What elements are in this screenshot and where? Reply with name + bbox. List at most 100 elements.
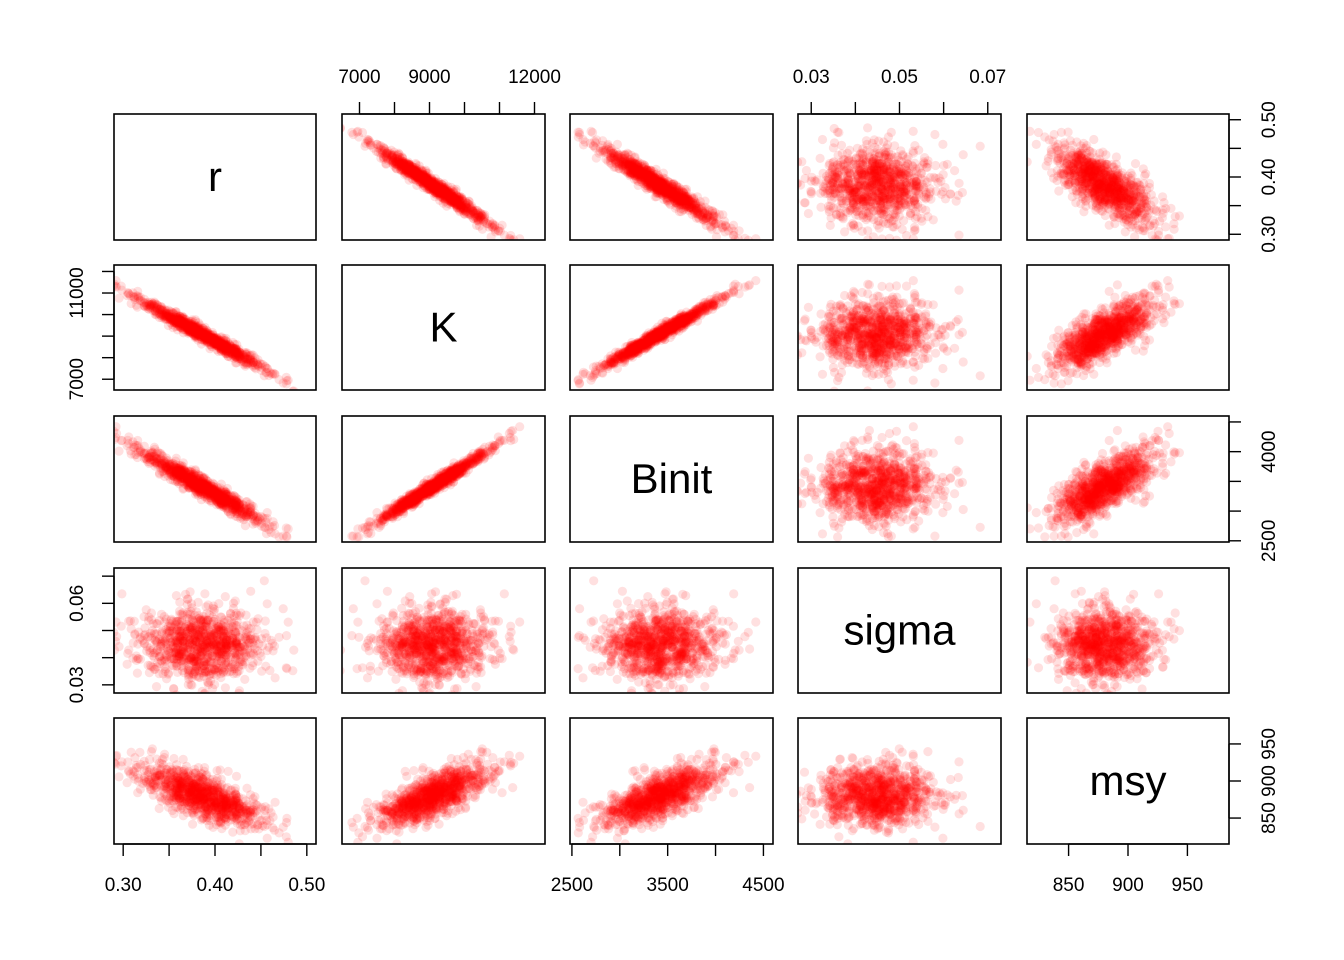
data-point [608, 148, 618, 158]
data-point [855, 166, 865, 176]
data-point [680, 195, 690, 205]
data-point [678, 205, 689, 215]
data-point [1104, 179, 1114, 189]
data-point [711, 218, 721, 229]
data-point [376, 153, 386, 163]
data-point [425, 178, 435, 188]
data-point [436, 192, 446, 202]
data-point [412, 168, 422, 178]
data-point [672, 192, 682, 202]
data-point [427, 176, 437, 186]
data-point [504, 233, 514, 240]
data-point [707, 206, 718, 216]
data-point [810, 176, 820, 186]
data-point [434, 187, 444, 197]
data-point [1113, 178, 1123, 188]
data-point [595, 146, 605, 156]
data-point [1108, 180, 1118, 190]
data-point [863, 171, 874, 181]
data-point [447, 192, 457, 202]
data-point [879, 185, 889, 195]
data-point [414, 170, 424, 180]
data-point [1109, 212, 1119, 222]
data-point [863, 166, 874, 176]
data-point [187, 323, 197, 333]
data-point [650, 173, 660, 183]
data-point [877, 168, 887, 179]
data-point [1078, 189, 1088, 199]
data-point [639, 161, 649, 172]
data-point [872, 165, 882, 175]
data-point [673, 188, 683, 198]
data-point [891, 186, 901, 196]
data-point [677, 193, 687, 203]
data-point [1080, 170, 1090, 180]
data-point [407, 162, 417, 172]
data-point [680, 196, 691, 206]
data-point [1100, 186, 1110, 196]
data-point [875, 176, 885, 186]
data-point [1081, 173, 1091, 183]
data-point [883, 180, 893, 190]
data-point [1070, 178, 1080, 188]
data-point [1103, 182, 1113, 192]
data-point [1094, 154, 1104, 165]
data-point [656, 177, 667, 187]
data-point [826, 178, 836, 188]
data-point [640, 169, 650, 179]
data-point [898, 171, 908, 181]
data-point [897, 224, 907, 234]
data-point [653, 180, 663, 190]
data-point [1133, 200, 1143, 210]
data-point [394, 159, 404, 169]
data-point [870, 200, 880, 210]
data-point [629, 165, 639, 175]
data-point [461, 198, 471, 208]
panel-r-vs-K [341, 113, 546, 241]
data-point [680, 184, 690, 194]
data-point [99, 280, 108, 289]
data-point [691, 199, 701, 209]
data-point [424, 181, 434, 191]
data-point [1159, 198, 1169, 208]
data-point [1085, 165, 1095, 175]
data-point [1085, 182, 1095, 192]
data-point [1075, 183, 1085, 193]
data-point [1104, 173, 1114, 183]
data-point [441, 191, 451, 201]
data-point [1119, 192, 1129, 202]
data-point [900, 177, 910, 187]
data-point [1098, 181, 1108, 191]
data-point [856, 168, 866, 178]
data-point [430, 179, 440, 189]
data-point [636, 170, 646, 180]
data-point [447, 196, 457, 206]
data-point [1064, 177, 1074, 187]
data-point [878, 161, 889, 171]
data-point [414, 167, 424, 177]
data-point [726, 223, 736, 233]
data-point [925, 173, 935, 183]
data-point [865, 168, 875, 178]
data-point [708, 208, 718, 218]
data-point [1123, 181, 1133, 191]
data-point [438, 182, 448, 193]
data-point [859, 180, 869, 190]
data-point [400, 168, 410, 178]
data-point [651, 183, 662, 194]
data-point [1102, 195, 1112, 205]
data-point [651, 181, 661, 191]
data-point [623, 168, 633, 178]
data-point [1100, 194, 1110, 205]
data-point [260, 362, 270, 372]
data-point [678, 199, 688, 210]
data-point [875, 151, 885, 161]
data-point [1106, 181, 1116, 191]
data-point [913, 181, 923, 191]
data-point [438, 186, 448, 196]
data-point [399, 163, 409, 173]
data-point [860, 178, 870, 188]
data-point [449, 184, 459, 194]
data-point [643, 175, 653, 185]
data-point [911, 186, 921, 196]
